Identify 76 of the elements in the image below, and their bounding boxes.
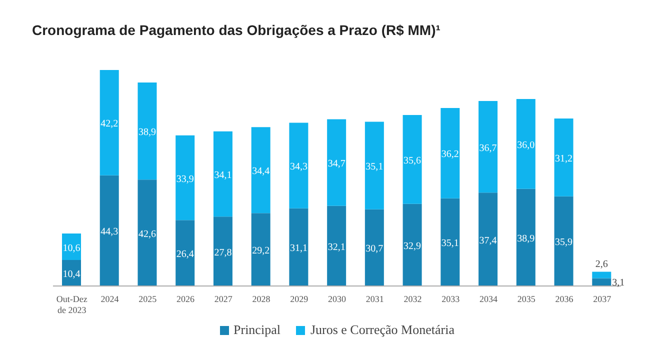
data-label: 34,7 (328, 158, 346, 170)
bar (364, 209, 384, 286)
bar (478, 100, 498, 193)
data-label: 44,3 (100, 226, 118, 238)
bar (289, 122, 308, 208)
data-label: 26,4 (176, 249, 194, 260)
data-label: 30,7 (366, 244, 384, 255)
x-tick-label: 2035 (517, 294, 536, 304)
data-label: 34,4 (252, 166, 270, 178)
bar (138, 82, 157, 180)
x-tick-label: 2030 (328, 294, 346, 304)
data-label: 38,9 (138, 127, 156, 138)
bar (364, 122, 384, 210)
x-tick-label: 2034 (479, 294, 498, 304)
bar (402, 114, 422, 204)
bar (176, 220, 195, 286)
bar (592, 272, 612, 278)
x-tick-label: 2036 (555, 294, 574, 304)
x-tick-label: 2025 (138, 294, 158, 304)
bar (289, 208, 308, 286)
x-tick-label: 2028 (252, 294, 271, 304)
data-label: 31,1 (290, 243, 308, 254)
data-label: 32,9 (404, 240, 422, 252)
data-label: 34,1 (214, 170, 232, 182)
data-label: 35,9 (555, 237, 573, 248)
bar (327, 206, 346, 286)
data-label: 42,6 (138, 228, 156, 240)
x-tick-label: 2032 (404, 294, 422, 304)
data-label: 36,2 (441, 149, 459, 160)
data-label: 36,0 (517, 140, 535, 151)
bar (440, 198, 460, 286)
bar (100, 70, 119, 176)
data-label: 2,6 (595, 258, 608, 270)
data-label: 38,9 (517, 233, 535, 244)
data-label: 31,2 (555, 153, 573, 164)
data-label: 33,9 (176, 174, 194, 185)
bar (554, 118, 574, 196)
data-label: 35,1 (366, 162, 384, 173)
data-label: 37,4 (479, 235, 497, 246)
bar (402, 204, 422, 286)
data-label: 35,6 (404, 155, 422, 166)
bar (213, 131, 232, 217)
data-label: 27,8 (214, 247, 232, 258)
bar (516, 98, 536, 189)
x-tick-label: 2037 (593, 294, 612, 304)
data-label: 10,4 (62, 269, 80, 280)
bar (251, 213, 270, 286)
data-label: 35,1 (441, 238, 459, 250)
chart-title: Cronograma de Pagamento das Obrigações a Prazo (R$ MM)¹ (31, 21, 442, 40)
bar (554, 196, 574, 286)
data-label: 36,7 (479, 142, 497, 154)
bar (100, 175, 119, 286)
bar (440, 108, 460, 198)
bar (478, 192, 498, 286)
legend-label: Juros e Correção Monetária (309, 322, 454, 338)
data-label: 42,2 (100, 118, 118, 130)
x-tick-label: 2027 (214, 294, 233, 304)
x-tick-label: 2029 (290, 294, 309, 304)
x-tick-label: 2026 (176, 294, 196, 304)
data-label: 3,1 (612, 278, 625, 289)
data-label: 32,1 (328, 242, 346, 253)
bar (213, 216, 232, 286)
bar (251, 127, 270, 214)
bar (516, 188, 536, 286)
x-tick-label: 2033 (442, 294, 460, 304)
data-label: 10,6 (62, 242, 80, 254)
data-label: 29,2 (252, 246, 270, 257)
bar (592, 278, 612, 286)
legend-label: Principal (232, 322, 280, 338)
data-label: 34,3 (290, 162, 308, 173)
x-tick-label: 2031 (366, 294, 384, 304)
x-tick-label: Out-Dez de 2023 (56, 294, 88, 315)
bar (327, 119, 346, 206)
x-tick-label: 2024 (100, 294, 120, 304)
bar (138, 180, 157, 286)
bar (176, 135, 195, 220)
